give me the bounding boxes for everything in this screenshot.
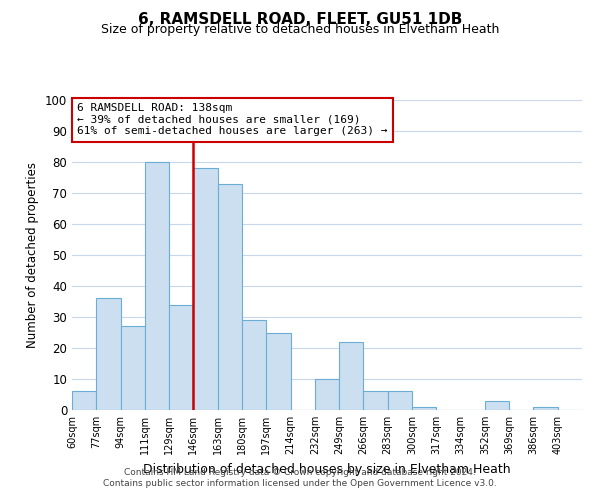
Bar xyxy=(388,392,412,410)
Text: 6, RAMSDELL ROAD, FLEET, GU51 1DB: 6, RAMSDELL ROAD, FLEET, GU51 1DB xyxy=(138,12,462,28)
Text: 6 RAMSDELL ROAD: 138sqm
← 39% of detached houses are smaller (169)
61% of semi-d: 6 RAMSDELL ROAD: 138sqm ← 39% of detache… xyxy=(77,103,388,136)
Bar xyxy=(145,162,169,410)
Bar xyxy=(72,392,96,410)
Bar xyxy=(364,392,388,410)
Y-axis label: Number of detached properties: Number of detached properties xyxy=(26,162,40,348)
Bar xyxy=(412,407,436,410)
Bar xyxy=(266,332,290,410)
Bar xyxy=(242,320,266,410)
Text: Contains HM Land Registry data © Crown copyright and database right 2024.
Contai: Contains HM Land Registry data © Crown c… xyxy=(103,468,497,487)
Bar xyxy=(218,184,242,410)
Text: Size of property relative to detached houses in Elvetham Heath: Size of property relative to detached ho… xyxy=(101,24,499,36)
Bar xyxy=(193,168,218,410)
Bar xyxy=(485,400,509,410)
Bar xyxy=(169,304,193,410)
Bar xyxy=(339,342,364,410)
X-axis label: Distribution of detached houses by size in Elvetham Heath: Distribution of detached houses by size … xyxy=(143,462,511,475)
Bar xyxy=(315,379,339,410)
Bar xyxy=(533,407,558,410)
Bar xyxy=(96,298,121,410)
Bar xyxy=(121,326,145,410)
